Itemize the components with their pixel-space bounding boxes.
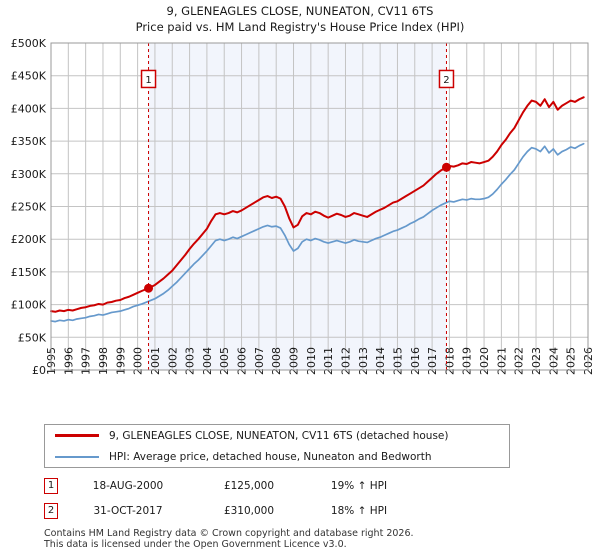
chart-title-line-1: 9, GLENEAGLES CLOSE, NUNEATON, CV11 6TS bbox=[166, 4, 434, 18]
annotation-box-label-1: 1 bbox=[145, 75, 151, 86]
y-tick-label: £150K bbox=[11, 266, 47, 279]
y-tick-label: £350K bbox=[11, 135, 47, 148]
x-tick-label: 2016 bbox=[409, 347, 422, 375]
attribution-footer: Contains HM Land Registry data © Crown c… bbox=[44, 528, 564, 550]
plot-frame bbox=[50, 42, 589, 371]
x-tick-label: 2009 bbox=[288, 347, 301, 375]
y-tick-label: £0 bbox=[32, 364, 46, 377]
x-tick-label: 1997 bbox=[80, 347, 93, 375]
annotation-box-1 bbox=[140, 69, 157, 89]
chart-title-line-2: Price paid vs. HM Land Registry's House … bbox=[135, 20, 465, 34]
transactions-table: 1 18-AUG-2000 £125,000 19% ↑ HPI 2 31-OC… bbox=[44, 473, 514, 523]
x-tick-label: 2021 bbox=[495, 347, 508, 375]
x-tick-label: 2018 bbox=[443, 347, 456, 375]
y-tick-label: £400K bbox=[11, 102, 47, 115]
price-history-plot: £0 £50K £100K £150K £200K £250K £300K £350K £400… bbox=[11, 37, 595, 377]
x-tick-label: 1999 bbox=[114, 347, 127, 375]
transaction-price-1: £125,000 bbox=[223, 479, 275, 492]
transaction-marker-badge-1: 1 bbox=[44, 477, 58, 494]
legend-label-hpi: HPI: Average price, detached house, Nune… bbox=[109, 450, 432, 463]
x-tick-label: 2007 bbox=[253, 347, 266, 375]
x-tick-label: 2003 bbox=[184, 347, 197, 375]
transaction-hpi-delta-2: 18% ↑ HPI bbox=[330, 504, 388, 517]
x-tick-label: 2012 bbox=[339, 347, 352, 375]
transaction-price-2: £310,000 bbox=[223, 504, 275, 517]
y-tick-label: £300K bbox=[11, 168, 47, 181]
x-tick-label: 2015 bbox=[391, 347, 404, 375]
x-tick-label: 2020 bbox=[478, 347, 491, 375]
x-tick-label: 2000 bbox=[132, 347, 145, 375]
legend-item-property: 9, GLENEAGLES CLOSE, NUNEATON, CV11 6TS … bbox=[45, 425, 509, 446]
annotation-point-1 bbox=[144, 283, 154, 293]
chart-title: 9, GLENEAGLES CLOSE, NUNEATON, CV11 6TS … bbox=[0, 3, 600, 35]
x-tick-label: 2019 bbox=[461, 347, 474, 375]
x-tick-label: 2011 bbox=[322, 347, 335, 375]
legend-line-swatch-property bbox=[55, 434, 99, 437]
x-tick-label: 2022 bbox=[513, 347, 526, 375]
x-tick-label: 2006 bbox=[236, 347, 249, 375]
y-tick-label: £250K bbox=[11, 201, 47, 214]
x-tick-label: 2004 bbox=[201, 347, 214, 375]
x-tick-label: 1996 bbox=[62, 347, 75, 375]
legend-label-property: 9, GLENEAGLES CLOSE, NUNEATON, CV11 6TS … bbox=[109, 429, 449, 442]
y-tick-label: £450K bbox=[11, 70, 47, 83]
y-tick-label: £50K bbox=[18, 331, 47, 344]
x-tick-label: 2010 bbox=[305, 347, 318, 375]
transaction-date-1: 18-AUG-2000 bbox=[92, 479, 164, 492]
chart-legend: 9, GLENEAGLES CLOSE, NUNEATON, CV11 6TS … bbox=[44, 424, 510, 468]
x-tick-label: 2001 bbox=[149, 347, 162, 375]
x-tick-label: 2017 bbox=[426, 347, 439, 375]
y-tick-label: £200K bbox=[11, 233, 47, 246]
attribution-line-1: Contains HM Land Registry data © Crown c… bbox=[44, 528, 414, 539]
x-tick-label: 2023 bbox=[530, 347, 543, 375]
x-tick-label: 1998 bbox=[97, 347, 110, 375]
annotation-box-2 bbox=[438, 69, 455, 89]
table-row: 2 31-OCT-2017 £310,000 18% ↑ HPI bbox=[44, 498, 514, 523]
transaction-hpi-delta-1: 19% ↑ HPI bbox=[330, 479, 388, 492]
annotation-point-2 bbox=[441, 162, 451, 172]
x-tick-label: 2014 bbox=[374, 347, 387, 375]
x-tick-label: 2013 bbox=[357, 347, 370, 375]
y-tick-label: £500K bbox=[11, 37, 47, 50]
annotation-box-label-2: 2 bbox=[443, 75, 449, 86]
x-tick-label: 2024 bbox=[547, 347, 560, 375]
x-tick-label: 2025 bbox=[565, 347, 578, 375]
table-row: 1 18-AUG-2000 £125,000 19% ↑ HPI bbox=[44, 473, 514, 498]
legend-item-hpi: HPI: Average price, detached house, Nune… bbox=[45, 446, 509, 467]
x-tick-label: 2005 bbox=[218, 347, 231, 375]
legend-line-swatch-hpi bbox=[55, 455, 99, 458]
transaction-date-2: 31-OCT-2017 bbox=[93, 504, 163, 517]
x-tick-label: 2008 bbox=[270, 347, 283, 375]
attribution-line-2: This data is licensed under the Open Gov… bbox=[44, 539, 347, 550]
transaction-marker-badge-2: 2 bbox=[44, 502, 58, 519]
y-tick-label: £100K bbox=[11, 299, 47, 312]
x-tick-label: 2002 bbox=[166, 347, 179, 375]
series-line-hpi bbox=[50, 142, 585, 323]
series-line-property bbox=[50, 96, 585, 313]
